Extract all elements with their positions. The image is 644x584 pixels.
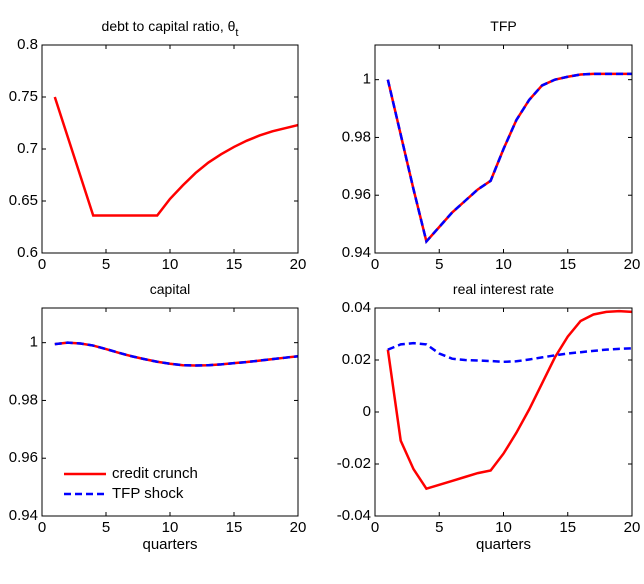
x-tick-label: 15	[559, 519, 576, 536]
x-tick-label: 0	[371, 256, 379, 273]
y-tick-label: 0.65	[9, 192, 38, 209]
x-tick-label: 5	[435, 519, 443, 536]
chart-title: debt to capital ratio, θt	[102, 18, 239, 39]
y-tick-label: -0.02	[337, 455, 371, 472]
panel: 0 5 10 15 20 -0.04 -0.02 0 0.02 0.04 real interest…	[337, 281, 641, 553]
panel: 0 5 10 15 20 0.94 0.96 0.98 1 capital quarters cred…	[9, 281, 307, 553]
axes-frame	[374, 44, 633, 254]
x-tick-label: 20	[624, 256, 641, 273]
x-tick-label: 0	[371, 519, 379, 536]
x-tick-label: 10	[495, 519, 512, 536]
x-tick-label: 15	[559, 256, 576, 273]
chart-title: capital	[150, 281, 190, 297]
y-tick-label: 0.04	[342, 299, 371, 316]
y-tick-label: 0.02	[342, 351, 371, 368]
x-tick-label: 10	[162, 519, 179, 536]
series-line	[53, 96, 299, 217]
chart-title: real interest rate	[453, 281, 554, 297]
plot-area	[42, 45, 298, 253]
y-tick-label: 1	[30, 334, 38, 351]
plot-area	[42, 308, 298, 516]
y-tick-label: 0.98	[342, 128, 371, 145]
y-tick-label: -0.04	[337, 507, 371, 524]
x-axis-label: quarters	[142, 536, 197, 553]
series-line	[54, 341, 299, 367]
x-tick-label: 20	[624, 519, 641, 536]
x-tick-label: 5	[102, 519, 110, 536]
title-text: real interest rate	[453, 281, 554, 297]
y-tick-label: 0	[363, 403, 371, 420]
title-text: debt to capital ratio, θ	[102, 18, 236, 34]
chart-title: TFP	[490, 18, 516, 34]
x-tick-label: 0	[38, 256, 46, 273]
series-line	[386, 309, 633, 491]
y-tick-label: 0.94	[9, 507, 38, 524]
series-line	[386, 72, 632, 245]
axes-frame	[41, 307, 299, 517]
y-tick-label: 0.94	[342, 244, 371, 261]
axes-frame	[374, 307, 633, 517]
title-text: capital	[150, 281, 190, 297]
panel: 0 5 10 15 20 0.94 0.96 0.98 1 TFP	[342, 18, 641, 273]
y-tick-label: 0.96	[342, 186, 371, 203]
axes-frame	[41, 44, 299, 254]
series-line	[387, 341, 633, 364]
x-axis-label: quarters	[476, 536, 531, 553]
x-tick-label: 5	[435, 256, 443, 273]
plot-area	[375, 308, 632, 516]
x-tick-label: 15	[226, 519, 243, 536]
title-subscript: t	[235, 27, 238, 39]
x-tick-label: 15	[226, 256, 243, 273]
y-tick-label: 0.6	[17, 244, 38, 261]
x-tick-label: 10	[162, 256, 179, 273]
panel: 0 5 10 15 20 0.6 0.65 0.7 0.75 0.8 debt to capital…	[9, 18, 307, 273]
y-tick-label: 0.8	[17, 36, 38, 53]
y-tick-label: 0.98	[9, 391, 38, 408]
y-tick-label: 0.75	[9, 88, 38, 105]
y-tick-label: 1	[363, 71, 371, 88]
x-tick-label: 20	[290, 256, 307, 273]
title-text: TFP	[490, 18, 516, 34]
x-tick-label: 20	[290, 519, 307, 536]
x-tick-label: 10	[495, 256, 512, 273]
y-tick-label: 0.96	[9, 449, 38, 466]
legend-label: credit crunch	[112, 465, 198, 482]
legend-label: TFP shock	[112, 485, 184, 502]
x-tick-label: 0	[38, 519, 46, 536]
y-tick-label: 0.7	[17, 140, 38, 157]
x-tick-label: 5	[102, 256, 110, 273]
